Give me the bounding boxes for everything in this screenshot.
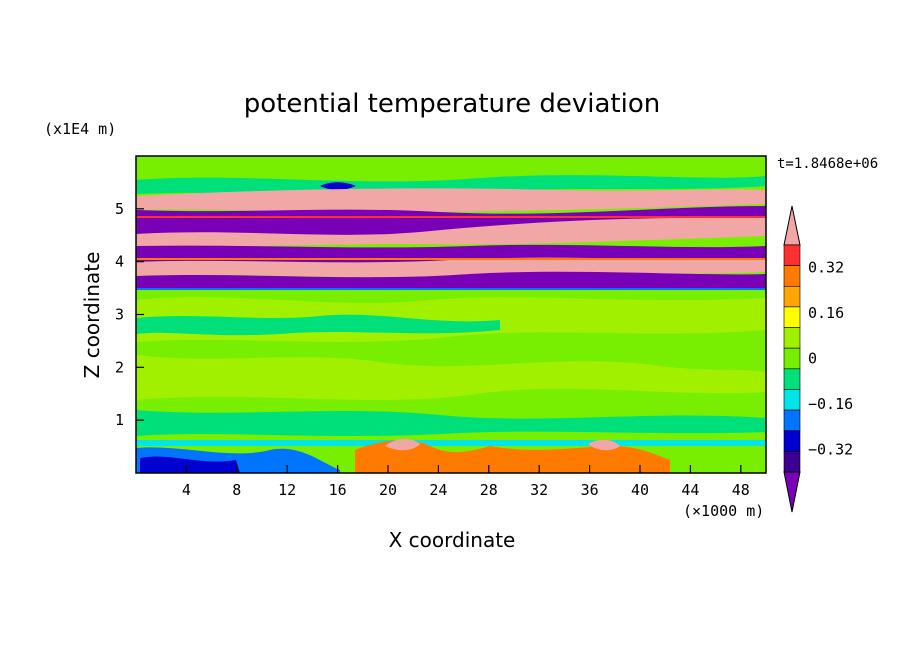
x-tick-label: 20 [379, 481, 397, 499]
contour-field [136, 156, 766, 473]
band-edge [136, 216, 766, 218]
surface-negative [140, 456, 240, 473]
colorbar-swatch [783, 389, 801, 411]
x-tick-label: 28 [480, 481, 498, 499]
colorbar-label: 0 [808, 350, 817, 368]
x-tick-label: 16 [329, 481, 347, 499]
x-tick-label: 48 [732, 481, 750, 499]
colorbar-swatch [783, 265, 801, 287]
field-patch [320, 182, 356, 190]
colorbar-swatch [783, 306, 801, 328]
y-tick-label: 1 [115, 411, 124, 429]
field-patch [136, 410, 766, 436]
colorbar-swatch [783, 285, 801, 308]
y-tick-label: 2 [115, 358, 124, 376]
colorbar-swatch [783, 368, 801, 390]
y-unit-label: (x1E4 m) [44, 120, 116, 138]
x-axis: 4 8 12 16 20 24 28 32 36 40 44 48 [182, 465, 750, 499]
colorbar-swatch [783, 244, 801, 266]
x-tick-label: 32 [530, 481, 548, 499]
band-low [136, 271, 766, 290]
colorbar-swatch [783, 430, 801, 452]
colorbar: 0.32 0.16 0 −0.16 −0.32 [783, 205, 853, 513]
surface-positive [588, 439, 620, 451]
colorbar-swatch [783, 451, 801, 473]
x-tick-label: 4 [182, 481, 191, 499]
x-axis-label: X coordinate [389, 528, 516, 552]
band-edge [136, 258, 766, 260]
y-tick-label: 5 [115, 200, 124, 218]
y-tick-label: 3 [115, 306, 124, 324]
x-tick-label: 44 [681, 481, 699, 499]
field-patch [136, 314, 500, 336]
colorbar-swatch [783, 409, 801, 432]
x-unit-label: (×1000 m) [683, 502, 764, 520]
surface-positive [385, 438, 420, 451]
colorbar-label: −0.32 [808, 440, 853, 458]
colorbar-label: −0.16 [808, 395, 853, 413]
x-tick-label: 8 [232, 481, 241, 499]
colorbar-bottom-arrow [783, 471, 801, 513]
colorbar-top-arrow [783, 205, 801, 246]
x-tick-label: 40 [631, 481, 649, 499]
x-tick-label: 24 [429, 481, 447, 499]
field-patch [136, 355, 766, 400]
colorbar-label: 0.16 [808, 304, 844, 322]
y-tick-label: 4 [115, 253, 124, 271]
x-tick-label: 12 [278, 481, 296, 499]
band-high [136, 188, 766, 212]
chart-title: potential temperature deviation [244, 89, 660, 119]
colorbar-swatch [783, 347, 801, 370]
band-edge [136, 288, 766, 290]
field-patch [136, 175, 766, 195]
y-axis-label: Z coordinate [80, 252, 104, 379]
colorbar-label: 0.32 [808, 259, 844, 277]
band-high [136, 217, 766, 247]
time-label: t=1.8468e+06 [777, 156, 878, 172]
colorbar-swatch [783, 327, 801, 349]
x-tick-label: 36 [581, 481, 599, 499]
surface-edge [136, 440, 766, 446]
surface-positive [355, 440, 670, 473]
y-axis: 1 2 3 4 5 [115, 200, 144, 429]
